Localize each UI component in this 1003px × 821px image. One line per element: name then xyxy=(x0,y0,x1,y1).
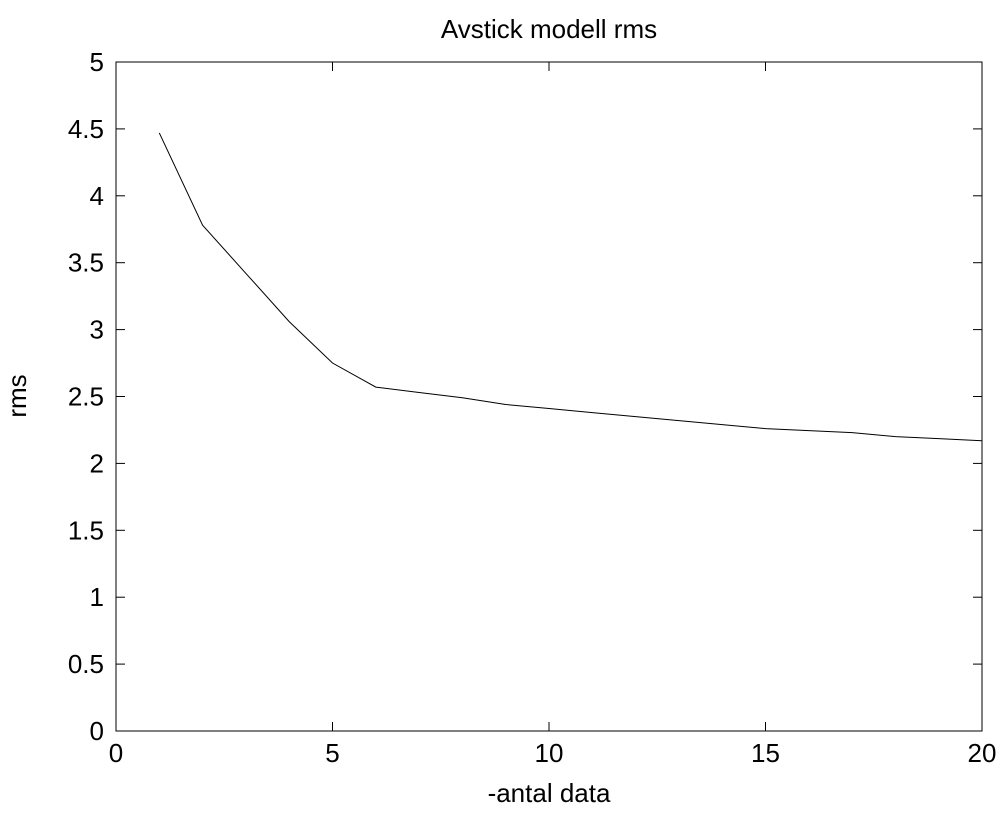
y-tick-label: 4.5 xyxy=(68,114,104,144)
y-tick-label: 0.5 xyxy=(68,649,104,679)
y-tick-label: 5 xyxy=(90,47,104,77)
y-tick-label: 4 xyxy=(90,181,104,211)
y-axis-ticks: 0 0.5 1 1.5 2 2.5 3 3.5 4 4.5 5 xyxy=(68,47,982,746)
y-axis-label: rms xyxy=(2,374,32,417)
y-tick-label: 0 xyxy=(90,716,104,746)
chart-title: Avstick modell rms xyxy=(441,14,657,44)
x-tick-label: 15 xyxy=(751,738,780,768)
x-axis-label: -antal data xyxy=(488,778,611,808)
x-axis-ticks: 0 5 10 15 20 xyxy=(109,62,997,768)
y-tick-label: 1.5 xyxy=(68,515,104,545)
y-tick-label: 3.5 xyxy=(68,248,104,278)
y-tick-label: 3 xyxy=(90,315,104,345)
x-tick-label: 10 xyxy=(535,738,564,768)
y-tick-label: 1 xyxy=(90,582,104,612)
y-tick-label: 2.5 xyxy=(68,382,104,412)
x-tick-label: 20 xyxy=(968,738,997,768)
y-tick-label: 2 xyxy=(90,448,104,478)
x-tick-label: 5 xyxy=(325,738,339,768)
series-line xyxy=(158,132,983,442)
plot-frame xyxy=(115,61,983,732)
x-tick-label: 0 xyxy=(109,738,123,768)
